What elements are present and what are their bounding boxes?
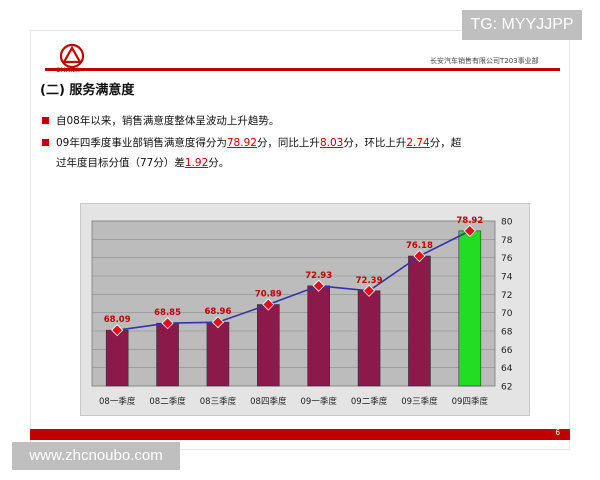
bar	[156, 322, 179, 387]
x-tick-label: 09二季度	[351, 396, 388, 407]
data-point-marker	[111, 324, 124, 337]
x-tick-label: 08三季度	[200, 396, 237, 407]
tg-label: TG: MYYJJPP	[462, 10, 582, 40]
watermark: www.zhcnoubo.com	[12, 442, 180, 470]
header-divider	[45, 68, 560, 71]
bullet-2-text-2: 分，同比上升	[256, 137, 320, 149]
bar	[206, 321, 230, 387]
bullet-2-text-4: 分，超	[429, 137, 462, 149]
data-label: 68.96	[204, 307, 231, 317]
score-value: 78.92	[226, 137, 257, 149]
x-tick-label: 08一季度	[99, 396, 136, 407]
x-tick-label: 08二季度	[149, 396, 186, 407]
data-label: 68.09	[104, 315, 131, 325]
page-number: 6	[555, 428, 560, 437]
bar	[357, 290, 381, 387]
bullet-1-text: 自08年以来，销售满意度整体呈波动上升趋势。	[56, 115, 280, 127]
bullet-2-text-3: 分，环比上升	[343, 137, 407, 149]
data-point-marker	[413, 249, 426, 263]
data-point-marker	[211, 316, 225, 329]
bullet-square-icon	[42, 117, 49, 124]
x-tick-label: 08四季度	[250, 396, 287, 407]
bullet-2-text-6: 分。	[208, 157, 230, 169]
logo-text: CHANA	[56, 68, 81, 74]
y-tick-label: 80	[501, 218, 513, 228]
company-name: 长安汽车销售有限公司T203事业部	[430, 57, 539, 65]
bar	[408, 255, 431, 387]
y-tick-label: 62	[501, 383, 512, 393]
y-tick-label: 78	[501, 236, 513, 246]
x-tick-label: 09一季度	[301, 396, 338, 407]
bullet-1: 自08年以来，销售满意度整体呈波动上升趋势。	[42, 111, 536, 131]
satisfaction-chart: 62 64 66 68 70 72 74 76 78 80 68.09 68.85 68.96 70.89…	[91, 216, 513, 407]
y-tick-label: 66	[501, 346, 513, 356]
chana-logo	[59, 43, 85, 69]
bar	[257, 304, 280, 387]
data-label: 72.93	[305, 271, 332, 281]
x-tick-label: 09四季度	[452, 396, 489, 407]
bullet-2: 09年四季度事业部销售满意度得分为78.92分，同比上升8.03分，环比上升2.…	[42, 133, 536, 173]
y-tick-label: 74	[501, 273, 513, 283]
y-tick-label: 76	[501, 254, 513, 264]
y-tick-label: 68	[501, 328, 513, 338]
data-label: 76.18	[406, 241, 433, 251]
data-label: 68.85	[154, 308, 181, 318]
data-point-marker	[161, 317, 174, 330]
bullet-2-text-1: 09年四季度事业部销售满意度得分为	[56, 137, 227, 149]
data-label: 70.89	[255, 290, 282, 300]
bar	[458, 230, 482, 387]
data-point-marker	[262, 298, 275, 311]
gap-value: 1.92	[184, 157, 209, 169]
yoy-value: 8.03	[319, 137, 344, 149]
y-tick-label: 72	[501, 291, 512, 301]
y-tick-label: 64	[501, 364, 513, 374]
bullet-2-text-5: 过年度目标分值（77分）差	[56, 157, 185, 169]
y-tick-label: 70	[501, 309, 513, 319]
section-title: (二) 服务满意度	[40, 83, 135, 98]
bar	[105, 329, 129, 387]
data-point-marker	[463, 224, 476, 237]
bar	[307, 285, 330, 387]
footer-bar	[30, 429, 570, 440]
plot-area	[91, 220, 496, 387]
qoq-value: 2.74	[406, 137, 430, 149]
bullet-square-icon	[42, 139, 49, 146]
data-label: 78.92	[456, 216, 483, 226]
data-label: 72.39	[356, 276, 383, 286]
data-point-marker	[312, 279, 325, 292]
x-tick-label: 09三季度	[401, 396, 438, 407]
series-line	[117, 230, 471, 331]
data-point-marker	[362, 284, 376, 297]
